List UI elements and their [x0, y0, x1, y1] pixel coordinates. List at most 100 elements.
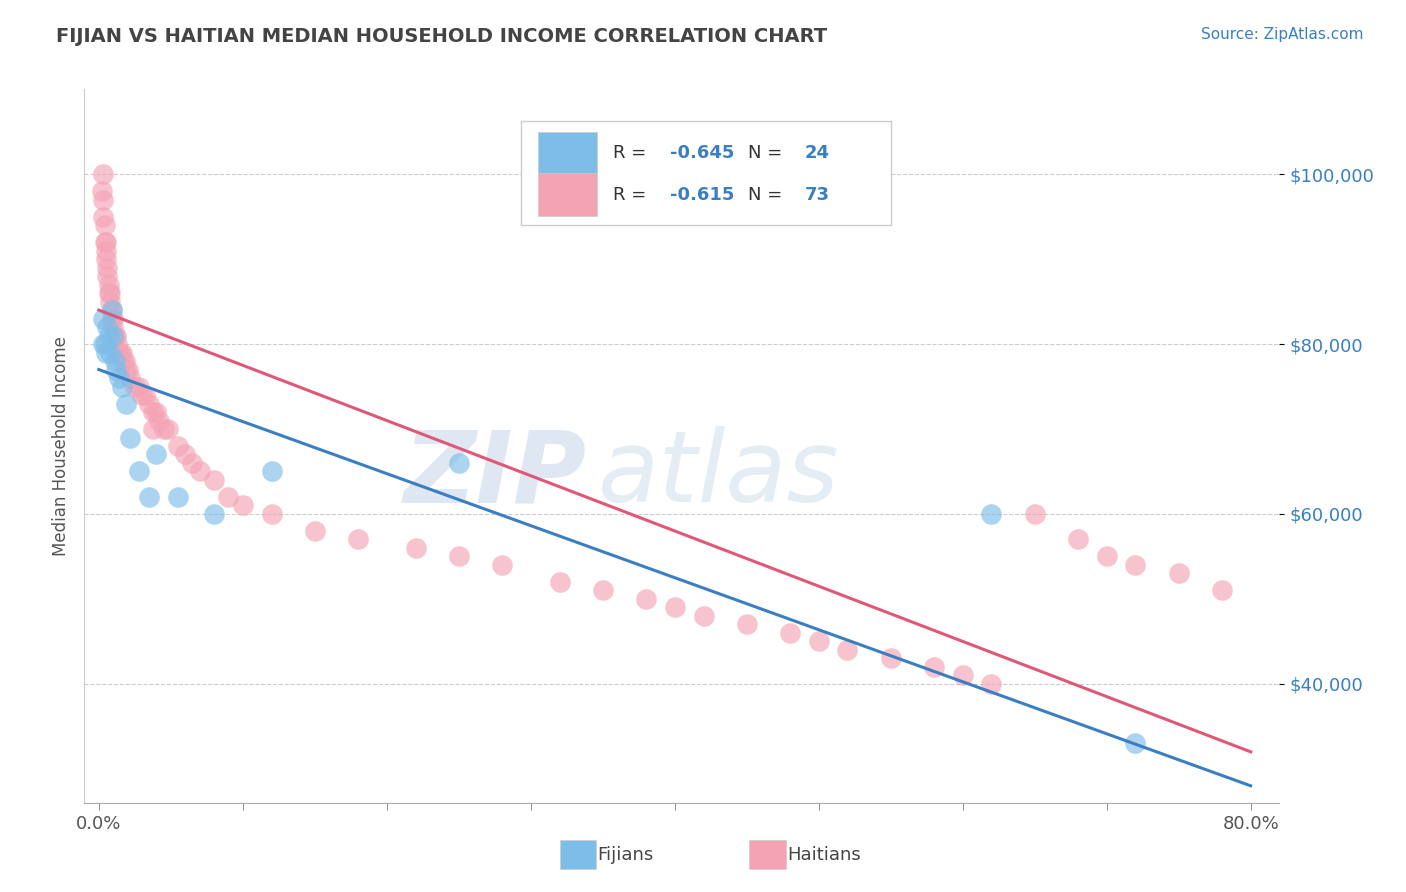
Point [692, 608, 714, 623]
Point [91, 210, 114, 224]
Point [96, 260, 118, 275]
Point [94, 345, 117, 359]
Point [145, 405, 167, 419]
Point [108, 371, 131, 385]
Point [735, 617, 758, 632]
Point [181, 456, 204, 470]
Point [100, 311, 122, 326]
Point [634, 591, 657, 606]
Point [922, 660, 945, 674]
Point [94, 244, 117, 258]
Point [94, 235, 117, 249]
Point [1024, 507, 1046, 521]
FancyBboxPatch shape [520, 121, 891, 225]
Text: 24: 24 [806, 145, 830, 162]
Point [1167, 566, 1189, 581]
Text: R =: R = [613, 145, 651, 162]
Point [115, 396, 138, 410]
Point [98, 286, 121, 301]
Point [91, 193, 114, 207]
Point [260, 465, 283, 479]
Point [100, 303, 122, 318]
Point [174, 448, 197, 462]
Point [128, 465, 150, 479]
FancyBboxPatch shape [538, 173, 598, 216]
Point [548, 574, 571, 589]
Point [1067, 533, 1090, 547]
Point [104, 328, 127, 343]
Point [114, 354, 136, 368]
Point [202, 473, 225, 487]
Point [96, 320, 118, 334]
Point [105, 362, 128, 376]
Point [405, 541, 427, 555]
Point [111, 345, 134, 359]
Point [100, 303, 122, 318]
Text: Fijians: Fijians [598, 846, 654, 863]
Point [188, 465, 211, 479]
Point [447, 549, 470, 564]
Point [91, 337, 114, 351]
Point [142, 405, 165, 419]
Point [110, 345, 132, 359]
Point [447, 456, 470, 470]
Point [138, 490, 160, 504]
Text: Source: ZipAtlas.com: Source: ZipAtlas.com [1201, 27, 1364, 42]
Text: Haitians: Haitians [787, 846, 860, 863]
Text: N =: N = [748, 186, 787, 203]
Point [112, 354, 135, 368]
Point [96, 269, 118, 284]
Point [97, 328, 120, 343]
Point [807, 634, 830, 648]
Point [105, 328, 128, 343]
Point [128, 379, 150, 393]
Point [98, 345, 121, 359]
Point [91, 311, 114, 326]
Text: N =: N = [748, 145, 787, 162]
Point [101, 311, 124, 326]
Point [217, 490, 239, 504]
Point [120, 371, 142, 385]
Point [101, 328, 124, 343]
Y-axis label: Median Household Income: Median Household Income [52, 336, 70, 556]
Point [93, 337, 115, 351]
Point [131, 388, 153, 402]
Text: FIJIAN VS HAITIAN MEDIAN HOUSEHOLD INCOME CORRELATION CHART: FIJIAN VS HAITIAN MEDIAN HOUSEHOLD INCOM… [56, 27, 827, 45]
Text: -0.615: -0.615 [671, 186, 734, 203]
Point [952, 668, 974, 682]
Point [980, 677, 1002, 691]
Point [152, 422, 174, 436]
Text: -0.645: -0.645 [671, 145, 734, 162]
Point [1095, 549, 1118, 564]
Point [491, 558, 513, 572]
Point [97, 286, 120, 301]
Text: 73: 73 [806, 186, 830, 203]
Point [167, 490, 190, 504]
Point [93, 235, 115, 249]
Text: R =: R = [613, 186, 651, 203]
Point [134, 388, 156, 402]
Point [879, 651, 901, 665]
Point [167, 439, 190, 453]
Point [98, 294, 121, 309]
Point [592, 583, 614, 598]
Point [779, 626, 801, 640]
Point [101, 320, 124, 334]
Point [93, 218, 115, 232]
Point [142, 422, 165, 436]
Point [1211, 583, 1233, 598]
Text: ZIP: ZIP [404, 426, 586, 523]
Point [304, 524, 326, 538]
Point [664, 600, 686, 615]
Point [145, 448, 167, 462]
Point [115, 362, 138, 376]
Point [138, 396, 160, 410]
Point [111, 379, 134, 393]
Point [156, 422, 179, 436]
Point [1125, 558, 1147, 572]
Point [94, 252, 117, 266]
Point [117, 362, 139, 376]
Point [232, 499, 254, 513]
Point [90, 184, 112, 198]
Point [120, 430, 142, 444]
